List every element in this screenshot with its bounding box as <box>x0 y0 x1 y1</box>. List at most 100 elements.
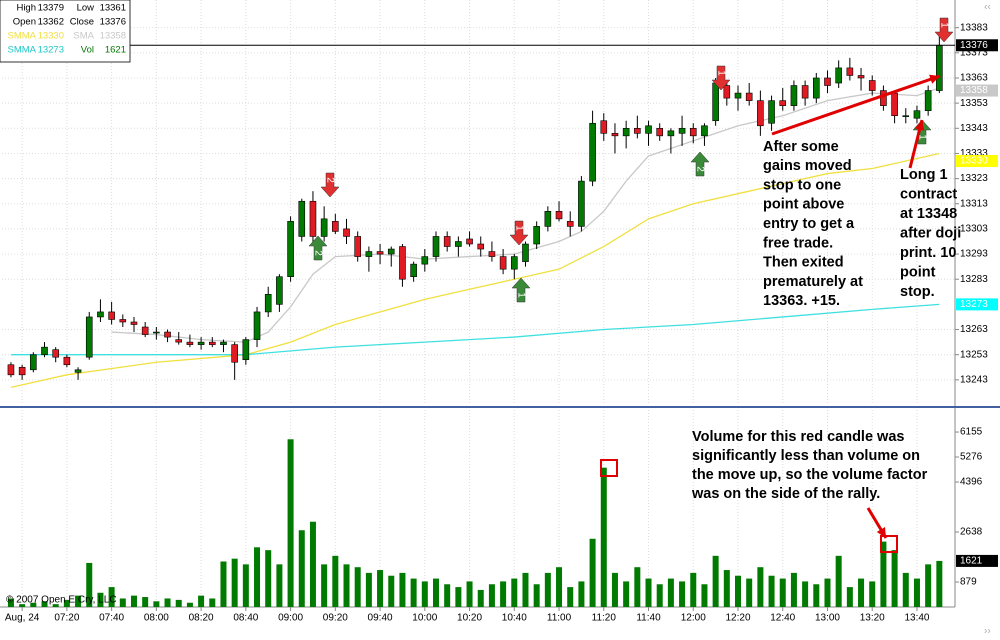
candle-body <box>421 256 429 265</box>
candle-body <box>455 241 462 247</box>
signal-label: 1 <box>515 292 526 298</box>
price-marker-label: 1621 <box>960 556 983 567</box>
candle-body <box>857 75 865 79</box>
candle-body <box>264 294 272 313</box>
volume-bar <box>164 598 171 607</box>
volume-bar <box>533 584 540 607</box>
volume-bar <box>746 578 753 607</box>
candle-body <box>153 331 160 334</box>
y-tick-label: 879 <box>960 577 977 588</box>
volume-bar <box>186 602 193 607</box>
volume-bar <box>500 581 507 607</box>
candle-body <box>63 356 71 366</box>
x-tick-label: 11:00 <box>547 613 572 624</box>
x-tick-label: Aug, 24 <box>5 613 40 624</box>
price-marker-label: 13358 <box>960 85 988 96</box>
volume-bar <box>813 584 820 607</box>
scroll-icons[interactable]: ‹‹ ›› <box>984 2 991 637</box>
volume-bar <box>891 550 898 607</box>
volume-bar <box>421 581 428 607</box>
y-tick-label: 13263 <box>960 324 988 335</box>
volume-bar <box>332 555 339 607</box>
candle-body <box>276 276 283 305</box>
y-tick-label: 2638 <box>960 527 983 538</box>
volume-bar <box>466 581 473 607</box>
candle-body <box>253 311 261 340</box>
signal-arrow <box>509 220 529 246</box>
candle-body <box>320 218 328 237</box>
signal-arrow <box>308 235 328 261</box>
candle-body <box>208 341 216 345</box>
x-tick-label: 09:40 <box>368 613 393 624</box>
y-tick-label: 13243 <box>960 374 988 385</box>
y-tick-label: 13373 <box>960 47 988 58</box>
x-tick-label: 07:40 <box>99 613 124 624</box>
signal-arrow <box>690 151 710 177</box>
volume-bar <box>198 595 205 607</box>
candle-body <box>376 251 384 255</box>
candle-body <box>18 366 26 376</box>
candle-body <box>119 319 127 323</box>
icon[interactable]: ‹‹ <box>984 2 991 13</box>
volume-bar <box>846 587 853 607</box>
annotation-text: gains moved <box>763 158 852 174</box>
signal-label: 2 <box>312 250 323 256</box>
volume-bar <box>63 599 70 607</box>
volume-bar <box>477 589 484 607</box>
annotation-text: after doji <box>900 225 961 241</box>
candle-body <box>488 251 496 257</box>
candle-body <box>30 354 37 371</box>
volume-bar <box>858 578 865 607</box>
volume-bar <box>667 578 674 607</box>
signal-label: 1 <box>938 22 949 28</box>
volume-bar <box>902 572 909 607</box>
candle-body <box>387 248 395 255</box>
candle-body <box>410 263 417 278</box>
candle-body <box>936 44 943 91</box>
volume-bar <box>936 560 943 607</box>
volume-bar <box>544 572 551 607</box>
volume-bar <box>7 598 14 607</box>
volume-bar <box>175 599 182 607</box>
info-value: 13362 <box>38 17 64 28</box>
volume-bar <box>354 567 361 607</box>
candle-body <box>622 127 630 137</box>
candle-body <box>97 311 104 318</box>
volume-bar <box>30 602 37 607</box>
candle-body <box>589 122 596 182</box>
x-tick-label: 10:20 <box>457 613 482 624</box>
candle-body <box>197 341 205 345</box>
y-tick-label: 5276 <box>960 452 983 463</box>
annotation-text: Then exited <box>763 255 844 271</box>
volume-bar <box>399 572 406 607</box>
info-value: 13273 <box>38 45 64 56</box>
volume-bar <box>52 604 59 607</box>
candle-body <box>544 211 552 227</box>
volume-bar <box>735 575 742 607</box>
volume-bar <box>130 595 137 607</box>
volume-bar <box>86 562 93 607</box>
x-tick-label: 12:00 <box>681 613 706 624</box>
price-marker-label: 13273 <box>960 299 988 310</box>
volume-bar <box>321 564 328 607</box>
candle-body <box>678 127 686 134</box>
candle-body <box>779 100 787 106</box>
price-marker-label: 13330 <box>960 156 988 167</box>
volume-bar <box>522 572 529 607</box>
ma-line <box>10 303 940 356</box>
volume-bar <box>365 572 372 607</box>
volume-bar <box>645 578 652 607</box>
volume-bar <box>410 578 417 607</box>
x-tick-label: 11:40 <box>636 613 661 624</box>
info-label: SMMA <box>8 45 37 56</box>
annotation-text: stop. <box>900 284 935 300</box>
candle-body <box>186 341 194 345</box>
volume-bar <box>41 601 48 607</box>
y-tick-label: 4396 <box>960 477 983 488</box>
copyright: © 2007 Open E Cry, LLC <box>6 595 117 606</box>
icon[interactable]: ›› <box>984 626 991 637</box>
volume-bar <box>768 575 775 607</box>
volume-bar <box>880 541 887 607</box>
info-label: Close <box>70 17 94 28</box>
